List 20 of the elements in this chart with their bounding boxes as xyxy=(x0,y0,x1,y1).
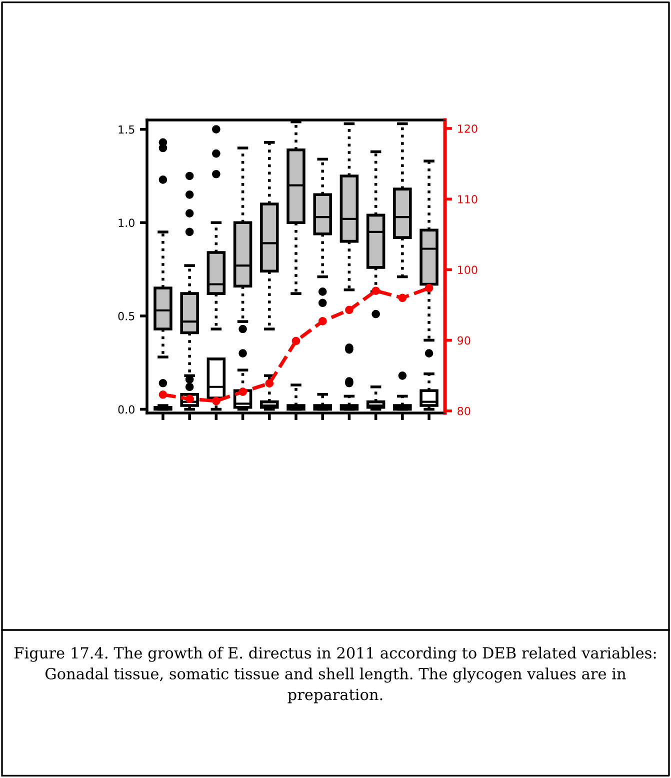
y2-tick-label: 90 xyxy=(458,336,470,345)
point xyxy=(424,284,434,292)
point xyxy=(292,336,300,346)
point xyxy=(212,396,220,406)
point xyxy=(318,317,327,326)
point xyxy=(265,379,274,388)
y2-tick-label: 80 xyxy=(458,406,470,416)
y2-tick-label: 120 xyxy=(458,124,478,133)
point xyxy=(398,294,407,302)
point xyxy=(238,388,247,396)
y2-tick-label: 110 xyxy=(458,195,478,204)
point xyxy=(345,306,354,314)
y-tick-label: 0.5 xyxy=(118,312,134,320)
y-tick-label: 1.5 xyxy=(118,125,134,134)
y-tick-label: 0.0 xyxy=(118,405,134,414)
point xyxy=(158,390,168,399)
y2-tick-label: 100 xyxy=(458,266,478,274)
caption: Figure 17.4. The growth of E. directus in 2011 according to DEB related variables: Gonadal tissue, somatic tissue and shell length. The glycogen values are in preparation. xyxy=(14,646,656,704)
y-tick-label: 1.0 xyxy=(118,218,134,228)
point xyxy=(372,286,380,296)
